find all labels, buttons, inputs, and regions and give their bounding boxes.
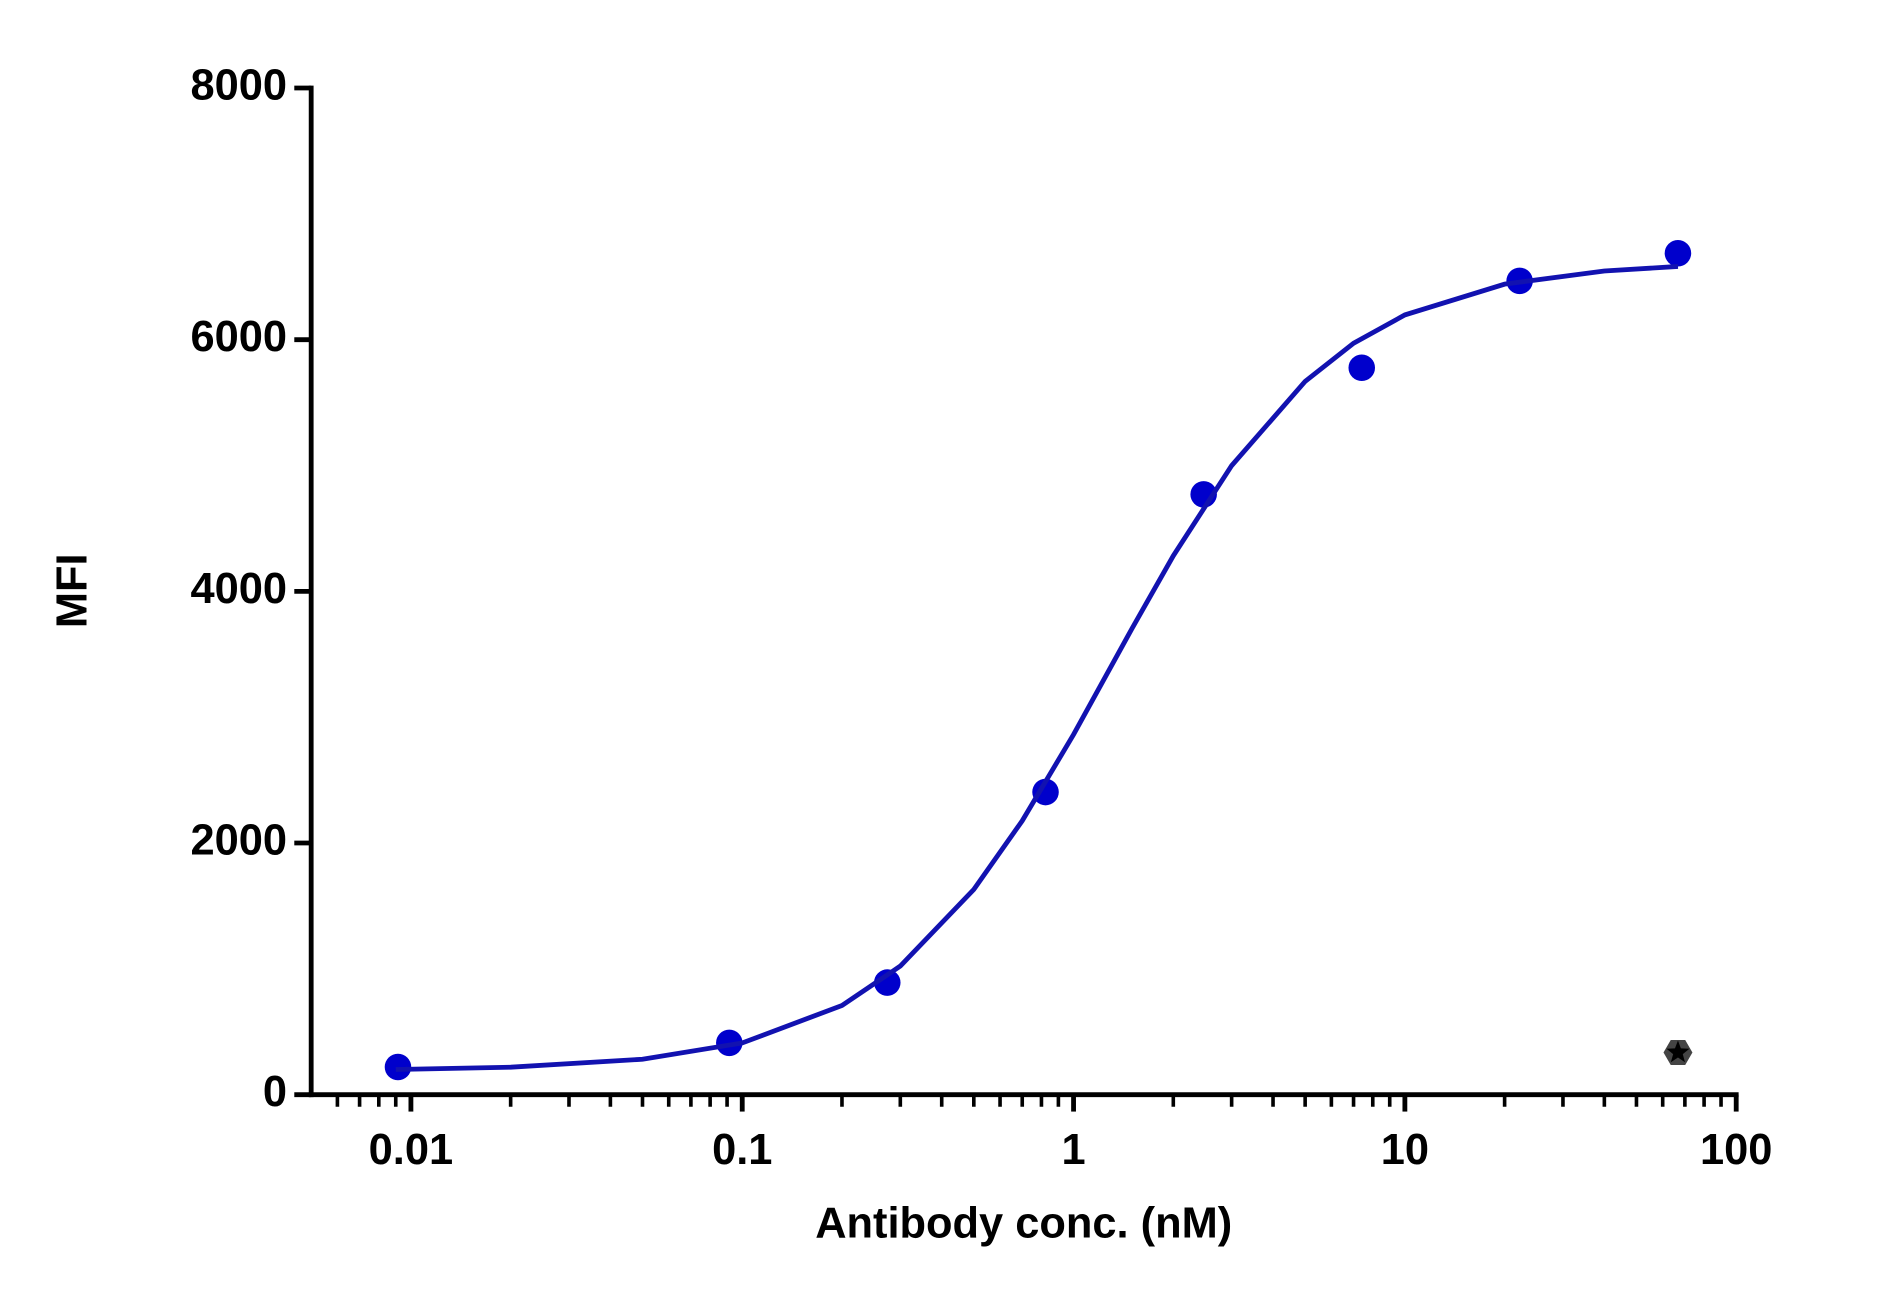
data-point xyxy=(1348,354,1376,382)
data-point xyxy=(1664,239,1692,267)
x-tick-label: 0.1 xyxy=(712,1126,772,1174)
y-tick-label: 0 xyxy=(263,1068,287,1116)
data-point xyxy=(384,1053,412,1081)
x-tick-label: 1 xyxy=(1061,1126,1085,1174)
y-tick-label: 6000 xyxy=(191,313,288,361)
y-tick-label: 4000 xyxy=(191,565,288,613)
fit-curve xyxy=(395,264,1679,1072)
data-point xyxy=(874,969,901,996)
x-tick-label: 10 xyxy=(1381,1126,1429,1174)
y-tick-label: 8000 xyxy=(191,61,288,109)
control-point-star xyxy=(1666,1040,1690,1063)
y-axis-label: MFI xyxy=(48,553,96,628)
y-tick-label: 2000 xyxy=(191,816,288,864)
x-tick-label: 0.01 xyxy=(369,1126,453,1174)
x-tick-label: 100 xyxy=(1700,1126,1772,1174)
data-point xyxy=(1032,778,1059,806)
x-axis-label: Antibody conc. (nM) xyxy=(815,1200,1232,1248)
